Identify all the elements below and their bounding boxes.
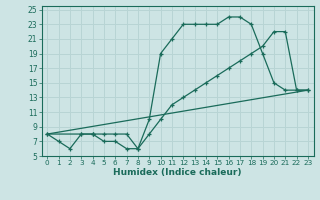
- X-axis label: Humidex (Indice chaleur): Humidex (Indice chaleur): [113, 168, 242, 177]
